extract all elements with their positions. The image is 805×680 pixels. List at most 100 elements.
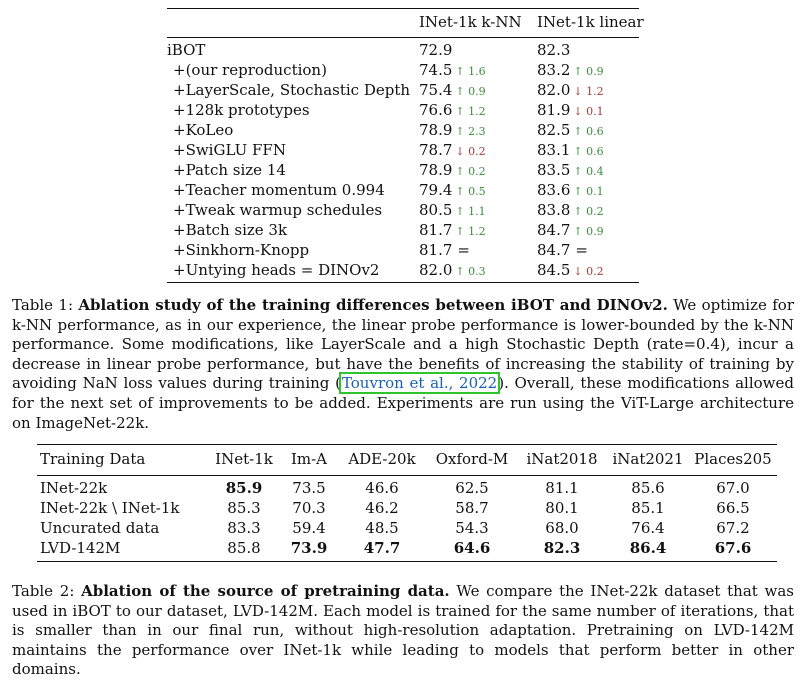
metric-cell: 67.0 [716,479,750,497]
metric-cell: 48.5 [365,519,399,537]
method-name: iBOT [167,41,206,59]
value: 78.9 [419,121,453,139]
delta-up: ↑ 0.9 [573,65,604,78]
delta-up: ↑ 1.6 [455,65,486,78]
delta-up: ↑ 0.9 [573,225,604,238]
delta-up: ↑ 1.2 [455,105,486,118]
value: 81.9 [537,101,571,119]
value: 82.0 [537,81,571,99]
linear-cell: 84.5 ↓ 0.2 [537,260,604,282]
delta-up: ↑ 0.3 [455,265,486,278]
caption-1-text-b: Overall, these modifications allowed for… [12,374,794,432]
value: 79.4 [419,181,453,199]
value: 84.7 [537,241,571,259]
knn-cell: 81.7 ↑ 1.2 [419,220,486,242]
bottom-rule [167,282,639,284]
delta-equal: = [457,241,470,259]
metric-cell: 68.0 [545,519,579,537]
method-name: +LayerScale, Stochastic Depth [173,81,411,99]
knn-cell: 76.6 ↑ 1.2 [419,100,486,122]
linear-cell: 82.3 [537,40,575,60]
metric-cell: 80.1 [545,499,579,517]
method-name: +(our reproduction) [173,61,327,79]
metric-cell: 73.5 [292,479,326,497]
value: 84.7 [537,221,571,239]
value: 84.5 [537,261,571,279]
metric-cell: 85.8 [227,539,261,557]
caption-1-label: Table 1: [12,296,74,314]
linear-cell: 82.0 ↓ 1.2 [537,80,604,102]
header-linear: INet-1k linear [537,13,644,31]
metric-cell: 46.6 [365,479,399,497]
caption-2-title: Ablation of the source of pretraining da… [81,582,450,600]
value: 83.2 [537,61,571,79]
metric-cell: 85.6 [631,479,665,497]
delta-down: ↓ 0.2 [455,145,486,158]
value: 72.9 [419,41,453,59]
mid-rule [167,37,639,38]
table-1-caption: Table 1: Ablation study of the training … [12,296,794,432]
metric-cell: 66.5 [716,499,750,517]
method-name: +Patch size 14 [173,161,286,179]
citation-link[interactable]: Touvron et al., 2022 [338,372,501,395]
delta-down: ↓ 1.2 [573,85,604,98]
column-header: Places205 [694,450,772,468]
knn-cell: 79.4 ↑ 0.5 [419,180,486,202]
column-header: iNat2018 [526,450,598,468]
linear-cell: 83.5 ↑ 0.4 [537,160,604,182]
caption-1-text-a: We optimize for k-NN performance, as in … [12,296,794,393]
table-row: INet-22k 85.9 73.5 46.6 62.5 81.1 85.6 67.0 [37,478,777,498]
method-name: +Untying heads = DINOv2 [173,261,380,279]
metric-cell: 58.7 [455,499,489,517]
metric-cell: 83.3 [227,519,261,537]
delta-down: ↓ 0.2 [573,265,604,278]
metric-cell: 76.4 [631,519,665,537]
value: 82.5 [537,121,571,139]
metric-cell: 67.2 [716,519,750,537]
metric-cell: 85.9 [225,479,263,497]
method-name: +Tweak warmup schedules [173,201,383,219]
metric-cell: 82.3 [543,539,581,557]
linear-cell: 84.7 = [537,240,588,260]
value: 82.0 [419,261,453,279]
table-2-caption: Table 2: Ablation of the source of pretr… [12,582,794,680]
knn-cell: 78.9 ↑ 0.2 [419,160,486,182]
column-header: ADE-20k [348,450,416,468]
caption-1-title: Ablation study of the training differenc… [78,296,668,314]
caption-2-label: Table 2: [12,582,75,600]
table-row: Uncurated data 83.3 59.4 48.5 54.3 68.0 76.4 67… [37,518,777,538]
metric-cell: 85.1 [631,499,665,517]
delta-up: ↑ 0.9 [455,85,486,98]
delta-equal: = [575,241,588,259]
dataset-name: INet-22k \ INet-1k [40,499,180,517]
knn-cell: 72.9 [419,40,457,60]
value: 83.6 [537,181,571,199]
column-header: Oxford-M [435,450,509,468]
value: 83.1 [537,141,571,159]
metric-cell: 64.6 [453,539,491,557]
table-row: LVD-142M 85.8 73.9 47.7 64.6 82.3 86.4 67.6 [37,538,777,558]
delta-up: ↑ 0.2 [455,165,486,178]
value: 74.5 [419,61,453,79]
value: 78.7 [419,141,453,159]
table-2-header: Training Data INet-1k Im-A ADE-20k Oxford-M i… [37,449,777,469]
dataset-name: Uncurated data [40,519,160,537]
knn-cell: 81.7 = [419,240,470,260]
method-name: +Teacher momentum 0.994 [173,181,385,199]
bottom-rule [37,561,777,563]
metric-cell: 59.4 [292,519,326,537]
column-header: INet-1k [215,450,273,468]
knn-cell: 78.7 ↓ 0.2 [419,140,486,162]
metric-cell: 81.1 [545,479,579,497]
linear-cell: 83.2 ↑ 0.9 [537,60,604,82]
knn-cell: 78.9 ↑ 2.3 [419,120,486,142]
method-name: +KoLeo [173,121,234,139]
value: 83.8 [537,201,571,219]
metric-cell: 86.4 [629,539,667,557]
dataset-name: INet-22k [40,479,108,497]
table-row: INet-22k \ INet-1k 85.3 70.3 46.2 58.7 80.1 85… [37,498,777,518]
linear-cell: 83.8 ↑ 0.2 [537,200,604,222]
metric-cell: 62.5 [455,479,489,497]
delta-up: ↑ 0.2 [573,205,604,218]
delta-up: ↑ 0.1 [573,185,604,198]
